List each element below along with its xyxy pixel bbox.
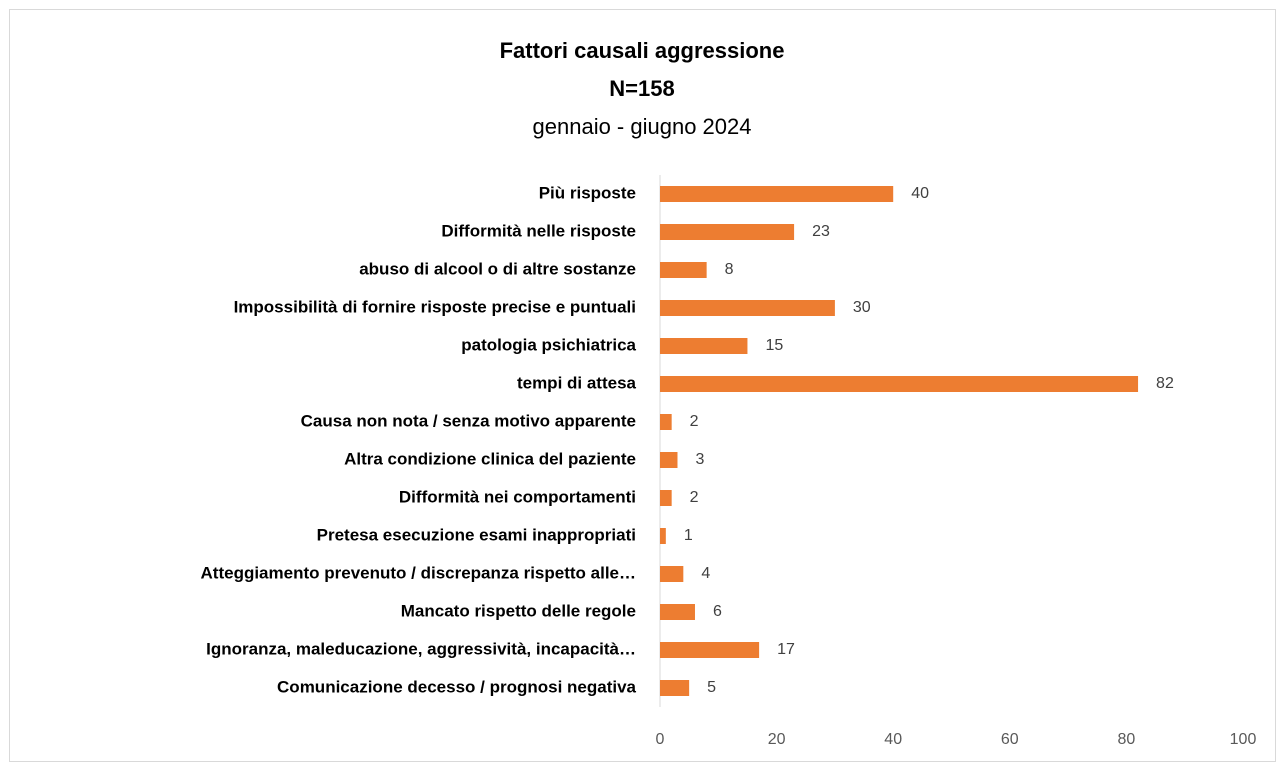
chart-title: Fattori causali aggressione: [500, 38, 785, 63]
y-tick-label: Più risposte: [539, 183, 636, 202]
value-label: 23: [812, 223, 830, 240]
value-label: 8: [725, 261, 734, 278]
y-tick-label: Ignoranza, maleducazione, aggressività, …: [206, 639, 636, 658]
x-tick-label: 60: [1001, 731, 1019, 748]
x-tick-label: 80: [1118, 731, 1136, 748]
value-label: 40: [911, 185, 929, 202]
x-tick-label: 0: [656, 731, 665, 748]
y-tick-label: Comunicazione decesso / prognosi negativ…: [277, 677, 637, 696]
bar: [660, 262, 707, 278]
value-label: 2: [690, 489, 699, 506]
bar: [660, 452, 678, 468]
bar: [660, 414, 672, 430]
x-tick-label: 40: [884, 731, 902, 748]
y-tick-label: Causa non nota / senza motivo apparente: [301, 411, 636, 430]
x-tick-label: 20: [768, 731, 786, 748]
value-label: 17: [777, 641, 795, 658]
value-label: 3: [695, 451, 704, 468]
value-label: 2: [690, 413, 699, 430]
bar: [660, 680, 690, 696]
value-label: 30: [853, 299, 871, 316]
bar: [660, 186, 894, 202]
bar: [660, 566, 684, 582]
bar: [660, 528, 666, 544]
value-label: 4: [701, 565, 710, 582]
bar: [660, 376, 1139, 392]
y-tick-label: patologia psichiatrica: [461, 335, 636, 354]
y-tick-label: tempi di attesa: [517, 373, 637, 392]
bar: [660, 300, 835, 316]
y-tick-label: Difformità nei comportamenti: [399, 487, 636, 506]
bar: [660, 604, 695, 620]
bar: [660, 490, 672, 506]
y-tick-label: Altra condizione clinica del paziente: [344, 449, 636, 468]
value-label: 15: [765, 337, 783, 354]
y-tick-label: abuso di alcool o di altre sostanze: [359, 259, 636, 278]
y-tick-label: Difformità nelle risposte: [441, 221, 636, 240]
bar: [660, 224, 795, 240]
value-label: 1: [684, 527, 693, 544]
x-tick-label: 100: [1230, 731, 1257, 748]
bar: [660, 642, 760, 658]
y-tick-label: Mancato rispetto delle regole: [401, 601, 636, 620]
value-label: 82: [1156, 375, 1174, 392]
value-label: 5: [707, 679, 716, 696]
y-tick-label: Impossibilità di fornire risposte precis…: [234, 297, 636, 316]
bar: [660, 338, 748, 354]
value-label: 6: [713, 603, 722, 620]
chart-subtitle: gennaio - giugno 2024: [533, 114, 752, 139]
y-tick-label: Atteggiamento prevenuto / discrepanza ri…: [201, 563, 636, 582]
y-tick-label: Pretesa esecuzione esami inappropriati: [317, 525, 636, 544]
chart-title: N=158: [609, 76, 674, 101]
